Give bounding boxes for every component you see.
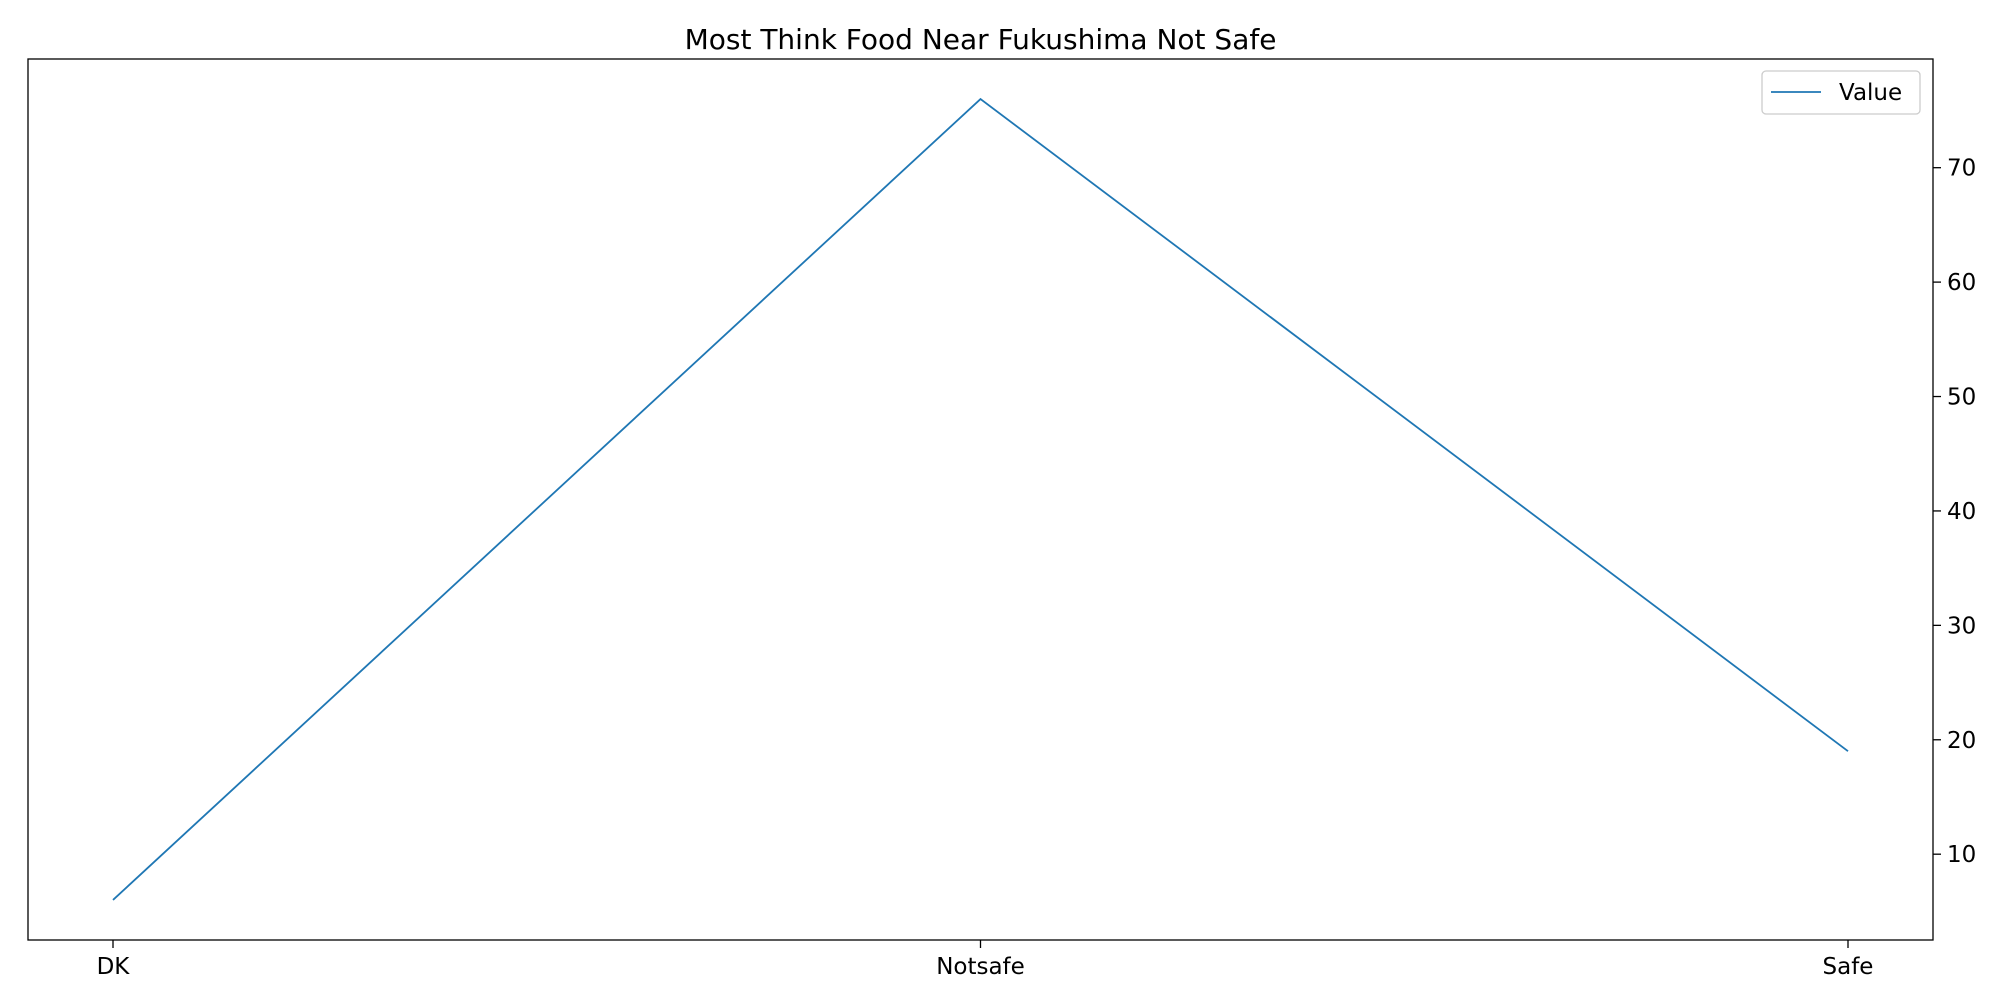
x-tick-label: Notsafe [936, 954, 1025, 980]
y-axis: 10 20 30 40 50 60 70 [1933, 156, 1976, 868]
legend-box [1761, 70, 1921, 115]
y-tick-label: 50 [1947, 385, 1976, 411]
legend: Value [1761, 70, 1921, 115]
y-tick-label: 40 [1947, 499, 1976, 525]
x-tick-label: DK [97, 954, 131, 980]
series-line-value [112, 97, 1849, 901]
series-layer [112, 97, 1849, 901]
y-tick-label: 60 [1947, 270, 1976, 296]
y-tick-label: 30 [1947, 613, 1976, 639]
y-tick-label: 10 [1947, 842, 1976, 868]
legend-label-value: Value [1839, 80, 1902, 106]
plot-area-frame [27, 58, 1934, 941]
y-tick-label: 70 [1947, 156, 1976, 182]
x-axis: DK Notsafe Safe [97, 940, 1874, 980]
x-tick-label: Safe [1823, 954, 1874, 980]
chart-title: Most Think Food Near Fukushima Not Safe [685, 23, 1277, 56]
y-tick-label: 20 [1947, 728, 1976, 754]
